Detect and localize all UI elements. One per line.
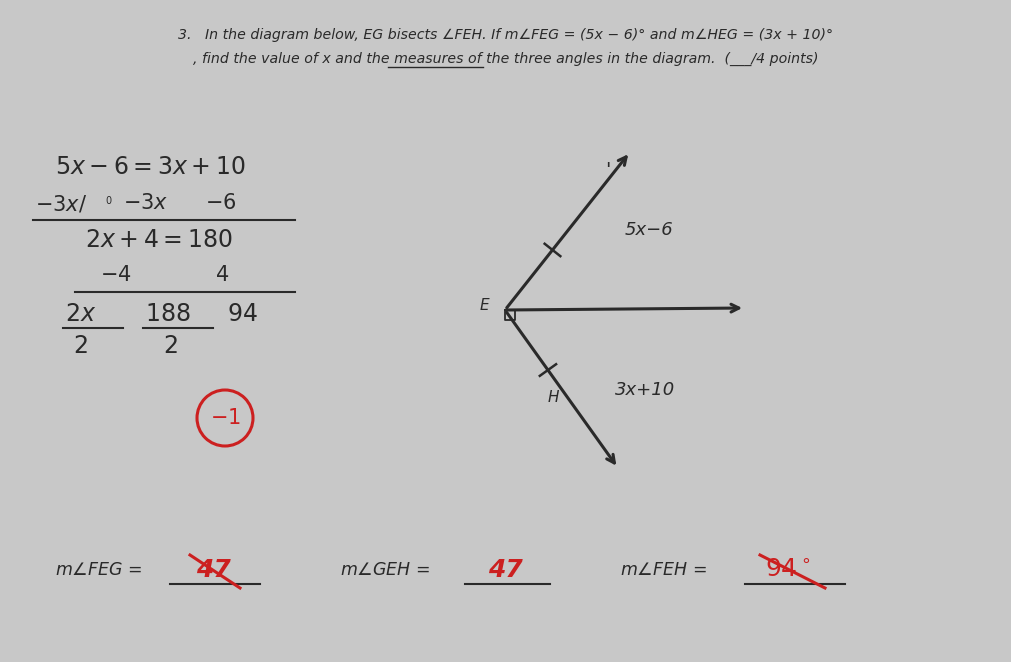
Text: $-6$: $-6$ bbox=[205, 193, 237, 213]
Text: $2x$: $2x$ bbox=[65, 302, 96, 326]
Text: ': ' bbox=[605, 160, 610, 179]
Text: $m\angle GEH$ =: $m\angle GEH$ = bbox=[340, 561, 432, 579]
Text: 47: 47 bbox=[195, 558, 231, 582]
Text: $2$: $2$ bbox=[163, 334, 178, 358]
Text: 47: 47 bbox=[487, 558, 522, 582]
Text: $5x-6=3x+10$: $5x-6=3x+10$ bbox=[55, 155, 246, 179]
Text: H: H bbox=[547, 390, 558, 405]
Text: $2$: $2$ bbox=[73, 334, 88, 358]
Text: $-4$: $-4$ bbox=[100, 265, 131, 285]
Text: $_0$: $_0$ bbox=[105, 193, 112, 207]
Text: $4$: $4$ bbox=[214, 265, 228, 285]
Text: $2x+4=180$: $2x+4=180$ bbox=[85, 228, 233, 252]
Text: $-3x$: $-3x$ bbox=[123, 193, 168, 213]
Text: $188$: $188$ bbox=[145, 302, 190, 326]
Text: $94$: $94$ bbox=[226, 302, 258, 326]
Text: $-1$: $-1$ bbox=[209, 408, 241, 428]
Text: 3x+10: 3x+10 bbox=[615, 381, 674, 399]
Text: $m\angle FEH$ =: $m\angle FEH$ = bbox=[620, 561, 708, 579]
Text: 3.   In the diagram below, EG bisects ∠FEH. If m∠FEG = (5x − 6)° and m∠HEG = (3x: 3. In the diagram below, EG bisects ∠FEH… bbox=[178, 28, 833, 42]
Text: , find the value of x and the measures of the three angles in the diagram.  (___: , find the value of x and the measures o… bbox=[193, 52, 818, 66]
Text: $m\angle FEG$ =: $m\angle FEG$ = bbox=[55, 561, 144, 579]
Text: E: E bbox=[479, 297, 488, 312]
Text: 5x−6: 5x−6 bbox=[625, 221, 673, 239]
Text: $94^\circ$: $94^\circ$ bbox=[764, 558, 810, 582]
Text: $-3x/$: $-3x/$ bbox=[35, 193, 87, 214]
